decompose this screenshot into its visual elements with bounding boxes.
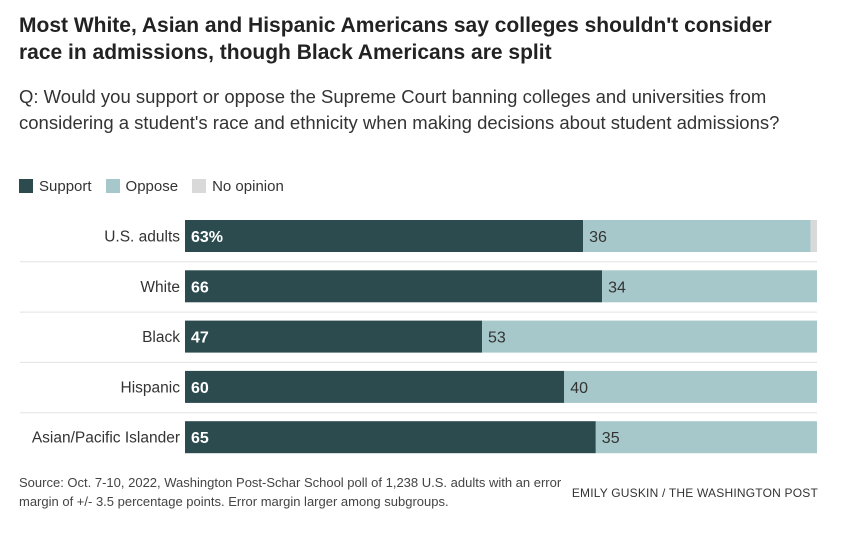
- category-label-black: Black: [142, 329, 180, 346]
- data-label-oppose-asian-pacific-islander: 35: [602, 430, 620, 447]
- legend-item-support: Support: [19, 178, 92, 195]
- bar-oppose-hispanic: [564, 370, 817, 403]
- data-label-oppose-black: 53: [488, 330, 506, 347]
- category-label-hispanic: Hispanic: [121, 379, 181, 396]
- data-label-support-asian-pacific-islander: 65: [191, 430, 209, 447]
- bar-oppose-black: [482, 320, 817, 353]
- legend-item-no-opinion: No opinion: [192, 178, 284, 195]
- stacked-bar-chart: U.S. adults 63% 36 White 66 34 Black 47 53 Hispan…: [20, 220, 817, 454]
- legend-label-no-opinion: No opinion: [212, 177, 284, 195]
- data-label-support-white: 66: [191, 279, 209, 296]
- category-label-asian-pacific-islander: Asian/Pacific Islander: [32, 430, 180, 447]
- category-label-u-s-adults: U.S. adults: [104, 229, 180, 246]
- legend-item-oppose: Oppose: [105, 177, 179, 195]
- bar-support-black: [185, 320, 483, 353]
- legend-swatch-oppose: [105, 179, 120, 193]
- legend-swatch-support: [19, 179, 33, 193]
- legend-label-oppose: Oppose: [125, 177, 179, 195]
- data-label-oppose-hispanic: 40: [570, 380, 588, 397]
- legend-swatch-no-opinion: [192, 179, 207, 193]
- bar-oppose-white: [602, 270, 817, 303]
- chart-title: Most White, Asian and Hispanic Americans…: [19, 14, 772, 64]
- category-label-white: White: [140, 279, 180, 296]
- bar-no-opinion-u-s-adults: [810, 220, 817, 252]
- data-label-oppose-white: 34: [608, 279, 626, 296]
- bar-support-hispanic: [185, 370, 565, 403]
- data-label-support-hispanic: 60: [191, 380, 209, 397]
- bar-support-white: [185, 270, 603, 303]
- data-label-support-black: 47: [191, 330, 209, 347]
- credit-line: EMILY GUSKIN / THE WASHINGTON POST: [571, 486, 818, 500]
- data-label-support-u-s-adults: 63%: [191, 229, 223, 246]
- bar-oppose-u-s-adults: [583, 220, 811, 252]
- data-label-oppose-u-s-adults: 36: [589, 229, 607, 246]
- legend-label-support: Support: [39, 177, 92, 195]
- bar-support-u-s-adults: [185, 220, 584, 252]
- chart-question: Q: Would you support or oppose the Supre…: [19, 86, 780, 133]
- bar-oppose-asian-pacific-islander: [595, 421, 817, 454]
- source-note: Source: Oct. 7-10, 2022, Washington Post…: [19, 475, 562, 509]
- legend: Support Oppose No opinion: [19, 177, 298, 195]
- bar-support-asian-pacific-islander: [185, 421, 596, 454]
